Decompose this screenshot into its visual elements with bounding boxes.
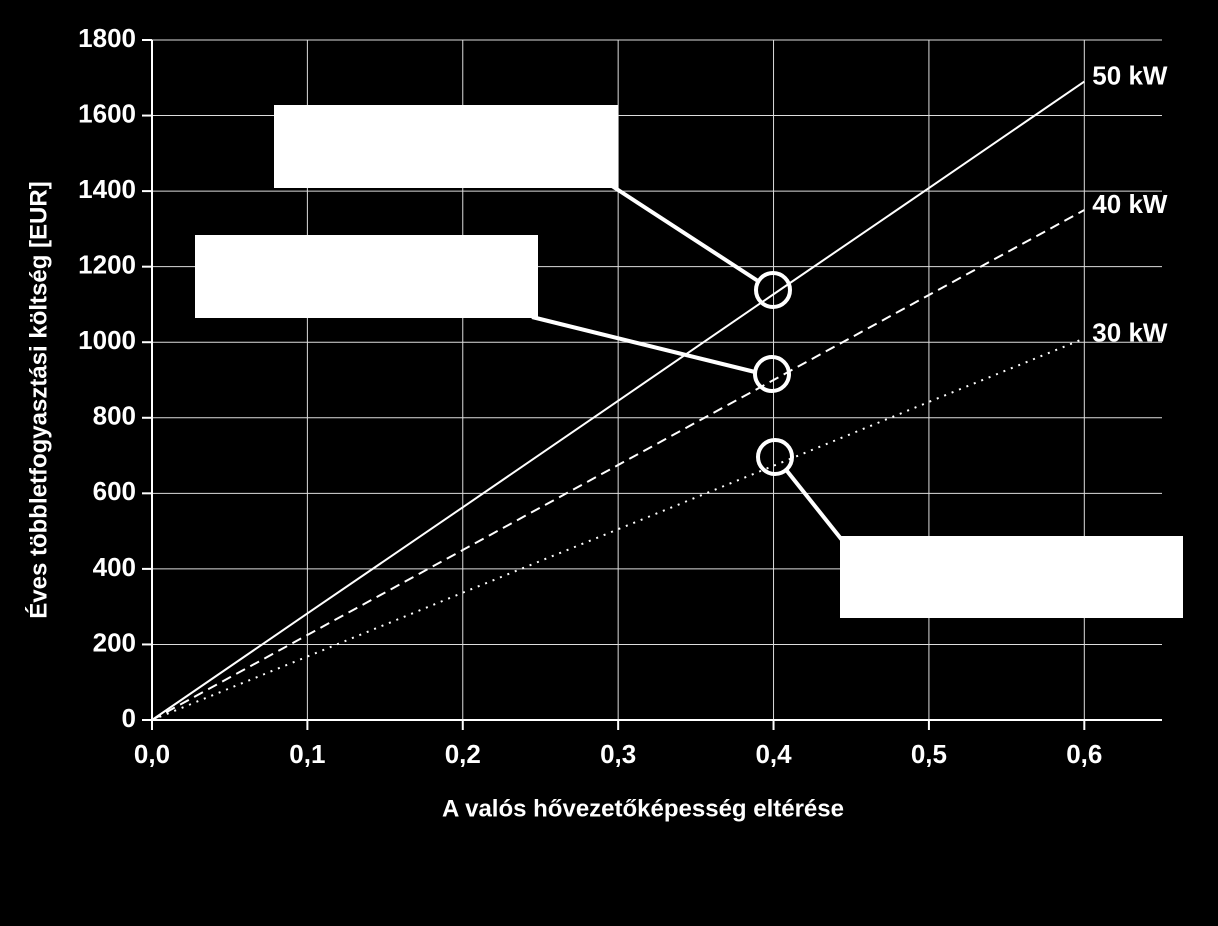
y-tick-label: 200 (93, 627, 136, 657)
x-tick-label: 0,5 (911, 739, 947, 769)
y-tick-label: 1400 (78, 174, 136, 204)
series-label: 30 kW (1092, 317, 1168, 347)
callouts (531, 184, 844, 542)
series-line (151, 80, 1085, 721)
series-line (151, 209, 1085, 721)
x-tick-label: 0,4 (755, 739, 792, 769)
y-tick-label: 1200 (78, 250, 136, 280)
y-tick-label: 400 (93, 552, 136, 582)
callout-box (195, 235, 538, 318)
callout-box (274, 105, 618, 188)
y-tick-label: 1600 (78, 98, 136, 128)
y-tick-label: 800 (93, 401, 136, 431)
x-tick-label: 0,1 (289, 739, 325, 769)
callout-circle (754, 271, 792, 309)
x-axis-label: A valós hővezetőképesség eltérése (442, 795, 844, 822)
y-tick-label: 600 (93, 476, 136, 506)
callout-line (785, 469, 844, 542)
callout-line (610, 184, 760, 283)
callout-circle (753, 355, 791, 393)
x-tick-label: 0,6 (1066, 739, 1102, 769)
x-tick-label: 0,0 (134, 739, 170, 769)
x-tick-label: 0,3 (600, 739, 636, 769)
callout-box (840, 536, 1183, 618)
series-label: 40 kW (1092, 189, 1168, 219)
callout-circle (756, 438, 794, 476)
callout-line (531, 315, 756, 374)
y-tick-label: 1800 (78, 23, 136, 53)
y-axis-label: Éves többletfogyasztási költség [EUR] (24, 181, 52, 618)
y-tick-label: 0 (122, 703, 136, 733)
series-label: 50 kW (1092, 60, 1168, 90)
x-tick-label: 0,2 (445, 739, 481, 769)
y-tick-label: 1000 (78, 325, 136, 355)
